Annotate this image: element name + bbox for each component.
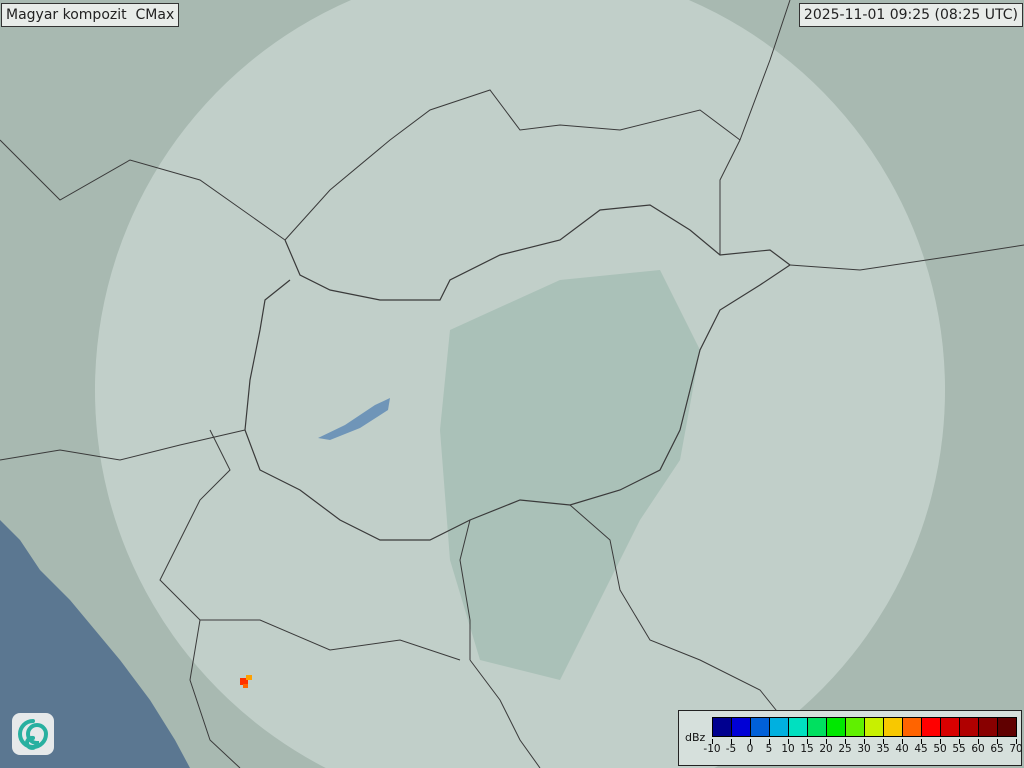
legend-bin xyxy=(732,718,751,736)
legend-tick xyxy=(902,739,903,744)
legend-tick xyxy=(750,739,751,744)
legend-tick xyxy=(731,739,732,744)
legend-bin xyxy=(789,718,808,736)
legend-tick xyxy=(997,739,998,744)
legend-tick-label: 15 xyxy=(800,743,814,755)
legend-tick xyxy=(826,739,827,744)
legend-tick xyxy=(940,739,941,744)
legend-tick xyxy=(1016,739,1017,744)
legend-bin xyxy=(827,718,846,736)
legend-ticks: -10 -5 0 5 10 15 20 25 30 35 40 45 50 55 60 65 70 xyxy=(703,739,1023,759)
legend-tick-label: 40 xyxy=(895,743,909,755)
legend-tick xyxy=(788,739,789,744)
legend-tick-label: 65 xyxy=(990,743,1004,755)
legend-tick xyxy=(978,739,979,744)
legend-tick xyxy=(845,739,846,744)
legend-tick-label: 70 xyxy=(1009,743,1023,755)
legend-unit: dBz xyxy=(685,731,706,744)
hungary-border xyxy=(244,204,792,541)
legend-bin xyxy=(713,718,732,736)
radar-echo xyxy=(240,675,252,688)
legend-tick xyxy=(712,739,713,744)
legend-bin xyxy=(865,718,884,736)
legend-tick xyxy=(921,739,922,744)
legend-bin xyxy=(770,718,789,736)
legend-tick xyxy=(959,739,960,744)
swirl-logo-icon xyxy=(12,713,54,755)
product-title: Magyar kompozit CMax xyxy=(1,3,180,27)
legend-tick-label: 60 xyxy=(971,743,985,755)
dbz-legend: dBz -10 -5 0 5 10 15 20 25 30 35 40 45 50 55 60 65 70 xyxy=(678,710,1023,766)
legend-tick-label: -5 xyxy=(725,743,737,755)
legend-bin xyxy=(884,718,903,736)
legend-bin xyxy=(998,718,1016,736)
legend-bin xyxy=(808,718,827,736)
legend-tick-label: 55 xyxy=(952,743,966,755)
legend-tick-label: 0 xyxy=(746,743,754,755)
legend-tick-label: -10 xyxy=(703,743,721,755)
lake-balaton xyxy=(318,398,390,440)
legend-bin xyxy=(903,718,922,736)
great-plain-lowland xyxy=(440,270,700,680)
legend-tick xyxy=(883,739,884,744)
legend-tick xyxy=(769,739,770,744)
legend-bin xyxy=(922,718,941,736)
legend-tick-label: 10 xyxy=(781,743,795,755)
timestamp: 2025-11-01 09:25 (08:25 UTC) xyxy=(798,3,1023,27)
legend-bin xyxy=(751,718,770,736)
legend-bin xyxy=(941,718,960,736)
legend-tick-label: 5 xyxy=(765,743,773,755)
legend-tick-label: 30 xyxy=(857,743,871,755)
legend-color-bar xyxy=(712,717,1017,737)
legend-bin xyxy=(960,718,979,736)
legend-bin xyxy=(846,718,865,736)
legend-tick xyxy=(807,739,808,744)
legend-bin xyxy=(979,718,998,736)
legend-tick-label: 20 xyxy=(819,743,833,755)
legend-tick-label: 45 xyxy=(914,743,928,755)
adriatic-sea xyxy=(0,520,190,768)
legend-tick-label: 50 xyxy=(933,743,947,755)
legend-tick-label: 35 xyxy=(876,743,890,755)
legend-tick xyxy=(864,739,865,744)
legend-tick-label: 25 xyxy=(838,743,852,755)
